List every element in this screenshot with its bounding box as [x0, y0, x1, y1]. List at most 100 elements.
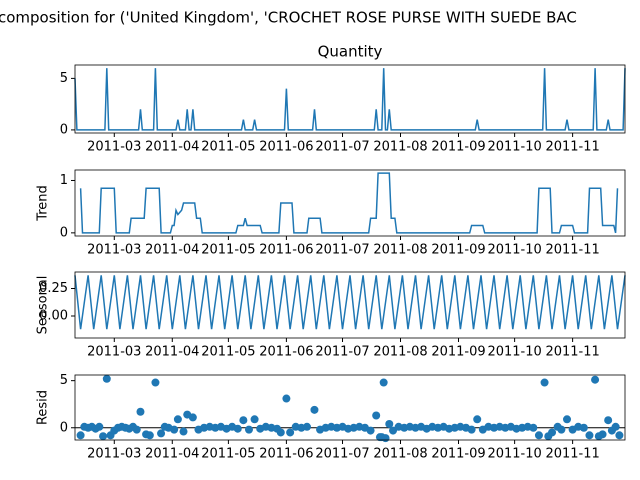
resid-point [157, 429, 166, 438]
y-tick-label: 1 [60, 173, 68, 188]
series-line [74, 275, 626, 330]
resid-point [286, 428, 295, 437]
resid-point [557, 425, 566, 434]
x-tick-label: 2011-09 [431, 243, 485, 258]
x-tick-label: 2011-03 [87, 345, 141, 360]
resid-point [540, 378, 549, 387]
y-axis-label: Resid [36, 390, 51, 425]
y-tick-label: 0 [60, 225, 68, 240]
resid-point [534, 431, 543, 440]
y-tick-label: 0.25 [39, 281, 68, 296]
x-tick-label: 2011-04 [145, 447, 199, 462]
resid-point [132, 425, 141, 434]
suptitle: composition for ('United Kingdom', 'CROC… [0, 9, 577, 27]
x-tick-label: 2011-10 [487, 140, 541, 155]
resid-point [467, 425, 476, 434]
axes-frame [74, 374, 626, 441]
x-tick-label: 2011-11 [545, 140, 599, 155]
resid-point [239, 416, 248, 425]
resid-point [151, 378, 160, 387]
x-tick-label: 2011-10 [487, 447, 541, 462]
x-tick-label: 2011-06 [259, 140, 313, 155]
y-tick-label: 5 [60, 71, 68, 86]
resid-point [385, 419, 394, 428]
resid-point [598, 430, 607, 439]
resid-point [611, 422, 620, 431]
x-tick-label: 2011-03 [87, 140, 141, 155]
x-tick-label: 2011-09 [431, 345, 485, 360]
resid-point [563, 415, 572, 424]
y-tick-label: 0.00 [39, 309, 68, 324]
x-tick-label: 2011-06 [259, 345, 313, 360]
resid-point [548, 428, 557, 437]
x-tick-label: 2011-08 [373, 140, 427, 155]
resid-point [302, 422, 311, 431]
x-tick-label: 2011-07 [315, 447, 369, 462]
x-tick-label: 2011-05 [201, 345, 255, 360]
y-axis-label: Seasonal [36, 276, 51, 335]
x-tick-label: 2011-06 [259, 447, 313, 462]
resid-point [615, 431, 624, 440]
axes-frame [74, 271, 626, 339]
x-tick-label: 2011-11 [545, 447, 599, 462]
x-tick-label: 2011-03 [87, 243, 141, 258]
y-tick-label: 0 [60, 420, 68, 435]
resid-point [529, 423, 538, 432]
y-tick-label: 0 [60, 122, 68, 137]
resid-point [276, 428, 285, 437]
resid-point [585, 431, 594, 440]
resid-point [145, 431, 154, 440]
resid-point [379, 378, 388, 387]
resid-point [250, 415, 259, 424]
x-tick-label: 2011-08 [373, 345, 427, 360]
resid-point [179, 427, 188, 436]
resid-point [233, 424, 242, 433]
resid-point [389, 426, 398, 435]
series-line [74, 68, 626, 131]
x-tick-label: 2011-03 [87, 447, 141, 462]
resid-point [170, 425, 179, 434]
resid-point [244, 425, 253, 434]
resid-point [366, 426, 375, 435]
x-tick-label: 2011-05 [201, 243, 255, 258]
x-tick-label: 2011-10 [487, 243, 541, 258]
resid-point [282, 394, 291, 403]
x-tick-label: 2011-04 [145, 243, 199, 258]
x-tick-label: 2011-06 [259, 243, 313, 258]
x-tick-label: 2011-05 [201, 447, 255, 462]
x-tick-label: 2011-04 [145, 140, 199, 155]
resid-point [372, 411, 381, 420]
resid-point [136, 407, 145, 416]
x-tick-label: 2011-11 [545, 243, 599, 258]
x-tick-label: 2011-04 [145, 345, 199, 360]
resid-point [591, 375, 600, 384]
x-tick-label: 2011-07 [315, 140, 369, 155]
x-tick-label: 2011-07 [315, 243, 369, 258]
x-tick-label: 2011-08 [373, 243, 427, 258]
resid-point [102, 374, 111, 383]
resid-point [310, 405, 319, 414]
resid-point [188, 413, 197, 422]
resid-point [579, 423, 588, 432]
series-line [79, 172, 619, 234]
resid-point [99, 432, 108, 441]
y-axis-label: Trend [36, 185, 51, 222]
resid-point [381, 434, 390, 443]
x-tick-label: 2011-05 [201, 140, 255, 155]
y-tick-label: 5 [60, 373, 68, 388]
x-tick-label: 2011-07 [315, 345, 369, 360]
x-tick-label: 2011-09 [431, 447, 485, 462]
x-tick-label: 2011-10 [487, 345, 541, 360]
resid-point [76, 431, 85, 440]
resid-point [604, 416, 613, 425]
resid-point [173, 415, 182, 424]
x-tick-label: 2011-08 [373, 447, 427, 462]
x-tick-label: 2011-09 [431, 140, 485, 155]
x-tick-label: 2011-11 [545, 345, 599, 360]
axes-frame [74, 169, 626, 237]
axes-frame [74, 64, 626, 134]
subplot-title: Quantity [318, 43, 383, 61]
resid-point [95, 422, 104, 431]
resid-point [473, 415, 482, 424]
